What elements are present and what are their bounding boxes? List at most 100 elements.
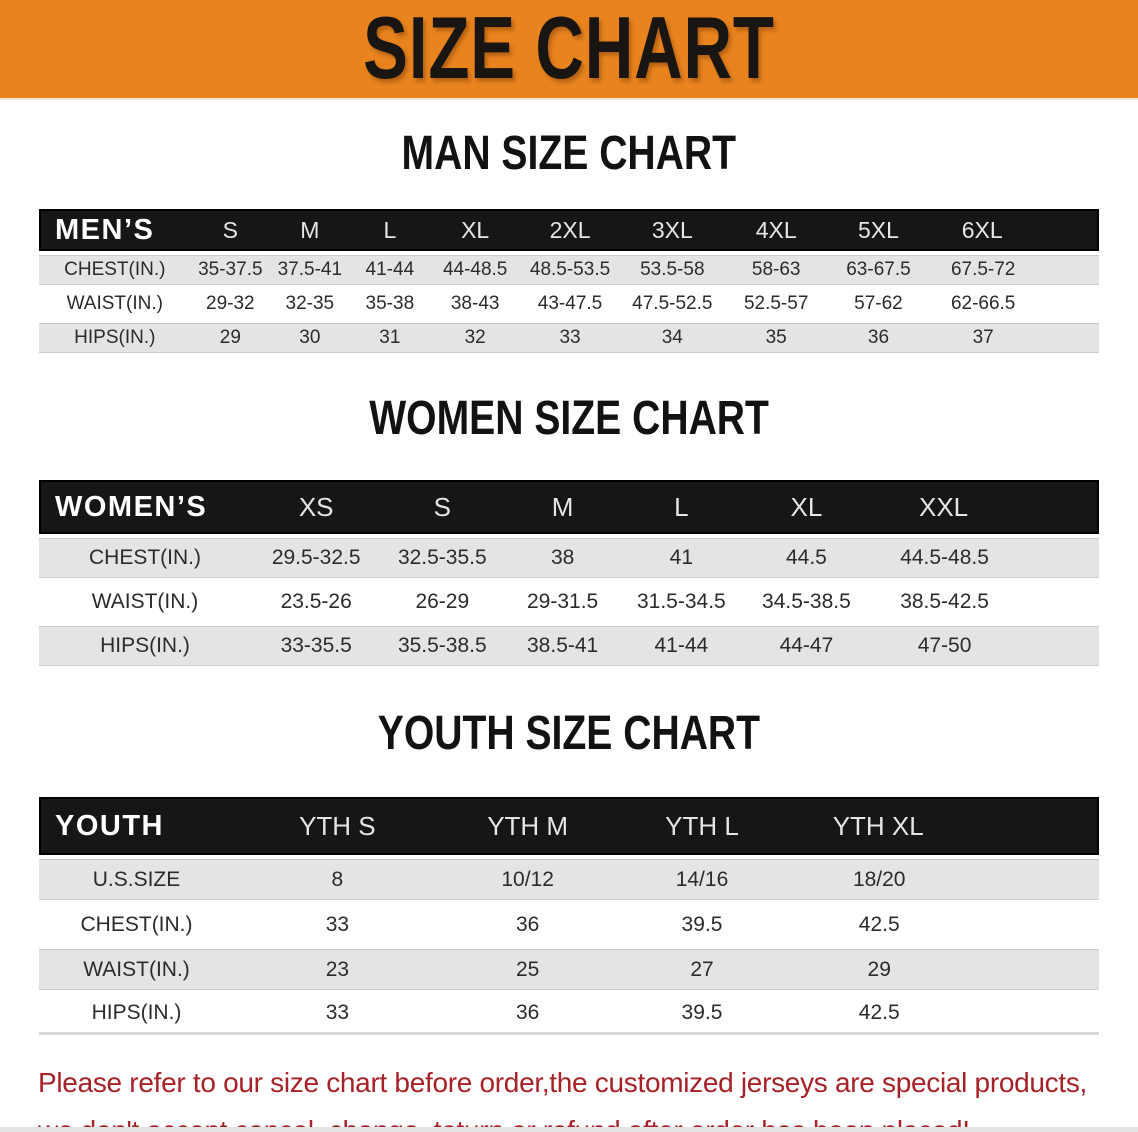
youth-size-table: YOUTH YTH S YTH M YTH L YTH XL U.S.SIZE 8 10/1… [39,793,1099,1039]
youth-size-section: YOUTH SIZE CHART YOUTH YTH S YTH M YTH L YTH… [0,704,1138,1039]
size-column-header: 2XL [520,209,620,251]
measurement-label: HIPS(IN.) [39,994,235,1035]
size-value-cell: 62-66.5 [929,289,1099,319]
size-column-header: 6XL [929,209,1099,251]
table-corner-label: MEN’S [39,209,191,251]
size-value-cell: 35 [724,323,828,353]
size-value-cell: 42.5 [789,994,1099,1035]
size-column-header: YTH S [234,797,441,855]
size-column-header: XS [251,480,382,534]
size-value-cell: 38-43 [430,289,521,319]
size-value-cell: 38 [503,538,622,578]
size-value-cell: 48.5-53.5 [520,255,620,285]
table-row: WAIST(IN.) 29-32 32-35 35-38 38-43 43-47.5 47.… [39,289,1099,319]
size-value-cell: 33 [234,994,441,1035]
measurement-label: CHEST(IN.) [39,904,235,945]
size-value-cell: 10/12 [440,859,615,900]
men-table-header-row: MEN’S S M L XL 2XL 3XL 4XL 5XL 6XL [39,209,1099,251]
size-value-cell: 47-50 [872,626,1099,666]
men-size-section: MAN SIZE CHART MEN’S S M L XL 2XL 3XL 4XL 5XL 6XL… [0,124,1138,357]
size-value-cell: 63-67.5 [827,255,930,285]
table-row: HIPS(IN.) 33-35.5 35.5-38.5 38.5-41 41-44 44-… [39,626,1099,666]
table-row: HIPS(IN.) 29 30 31 32 33 34 35 36 37 [39,323,1099,353]
size-value-cell: 29-31.5 [503,582,622,622]
size-column-header: 4XL [724,209,828,251]
measurement-label: WAIST(IN.) [39,289,191,319]
measurement-label: WAIST(IN.) [39,949,235,990]
size-value-cell: 39.5 [614,904,790,945]
size-column-header: YTH L [614,797,790,855]
men-section-heading-text: MAN SIZE CHART [401,124,737,180]
men-section-heading: MAN SIZE CHART [0,124,1138,187]
size-value-cell: 23.5-26 [251,582,382,622]
size-value-cell: 36 [440,994,615,1035]
table-row: WAIST(IN.) 23.5-26 26-29 29-31.5 31.5-34.5 34… [39,582,1099,622]
table-row: WAIST(IN.) 23 25 27 29 [39,949,1099,990]
size-value-cell: 36 [827,323,930,353]
size-column-header: L [349,209,431,251]
measurement-label: HIPS(IN.) [39,626,251,666]
size-value-cell: 32-35 [270,289,350,319]
size-value-cell: 25 [440,949,615,990]
size-value-cell: 33 [520,323,620,353]
size-value-cell: 35-38 [349,289,431,319]
size-value-cell: 43-47.5 [520,289,620,319]
youth-section-heading-text: YOUTH SIZE CHART [377,704,761,760]
size-value-cell: 44-48.5 [430,255,521,285]
size-value-cell: 52.5-57 [724,289,828,319]
size-value-cell: 33 [234,904,441,945]
size-column-header: YTH XL [789,797,1099,855]
size-value-cell: 18/20 [789,859,1099,900]
size-value-cell: 34.5-38.5 [740,582,873,622]
size-value-cell: 41-44 [349,255,431,285]
size-column-header: M [270,209,350,251]
size-column-header: XL [740,480,873,534]
size-value-cell: 30 [270,323,350,353]
size-value-cell: 33-35.5 [251,626,382,666]
size-value-cell: 41 [621,538,741,578]
size-value-cell: 34 [619,323,725,353]
measurement-label: U.S.SIZE [39,859,235,900]
table-row: HIPS(IN.) 33 36 39.5 42.5 [39,994,1099,1035]
size-value-cell: 44.5 [740,538,873,578]
size-value-cell: 32 [430,323,521,353]
size-column-header: S [381,480,504,534]
table-row: CHEST(IN.) 29.5-32.5 32.5-35.5 38 41 44.5 44.5… [39,538,1099,578]
size-value-cell: 23 [234,949,441,990]
size-value-cell: 38.5-41 [503,626,622,666]
size-value-cell: 39.5 [614,994,790,1035]
banner: SIZE CHART [0,0,1138,100]
women-table-header-row: WOMEN’S XS S M L XL XXL [39,480,1099,534]
size-column-header: XXL [872,480,1099,534]
size-value-cell: 53.5-58 [619,255,725,285]
table-corner-label: WOMEN’S [39,480,251,534]
size-value-cell: 44.5-48.5 [872,538,1099,578]
size-value-cell: 47.5-52.5 [619,289,725,319]
size-value-cell: 29 [789,949,1099,990]
size-value-cell: 67.5-72 [929,255,1099,285]
size-value-cell: 44-47 [740,626,873,666]
measurement-label: HIPS(IN.) [39,323,191,353]
women-size-section: WOMEN SIZE CHART WOMEN’S XS S M L XL XXL CHEST… [0,389,1138,670]
size-value-cell: 35-37.5 [190,255,271,285]
table-row: U.S.SIZE 8 10/12 14/16 18/20 [39,859,1099,900]
table-row: CHEST(IN.) 35-37.5 37.5-41 41-44 44-48.5 48.5… [39,255,1099,285]
size-value-cell: 31.5-34.5 [621,582,741,622]
disclaimer-text: Please refer to our size chart before or… [38,1059,1100,1132]
disclaimer-line-1: Please refer to our size chart before or… [38,1067,1088,1098]
size-value-cell: 29.5-32.5 [251,538,382,578]
bottom-edge-divider [0,1127,1138,1132]
size-value-cell: 57-62 [827,289,930,319]
size-value-cell: 37 [929,323,1099,353]
table-row: CHEST(IN.) 33 36 39.5 42.5 [39,904,1099,945]
size-column-header: 3XL [619,209,725,251]
size-value-cell: 35.5-38.5 [381,626,504,666]
men-size-table: MEN’S S M L XL 2XL 3XL 4XL 5XL 6XL CHEST(IN.) 35-3… [39,205,1099,357]
women-section-heading-text: WOMEN SIZE CHART [369,389,769,445]
size-column-header: XL [430,209,521,251]
size-value-cell: 29 [190,323,271,353]
size-value-cell: 27 [614,949,790,990]
size-value-cell: 8 [234,859,441,900]
size-value-cell: 36 [440,904,615,945]
size-value-cell: 37.5-41 [270,255,350,285]
